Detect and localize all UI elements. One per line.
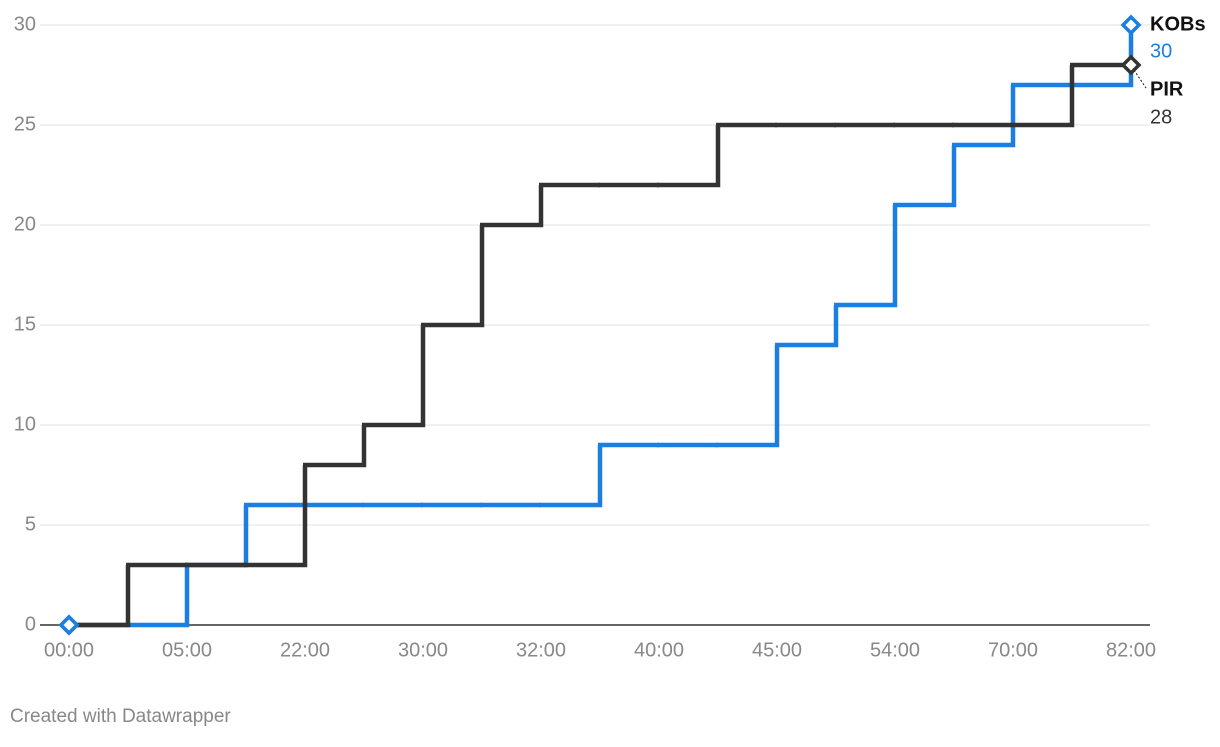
point-marker (1120, 14, 1142, 36)
y-tick-label: 25 (14, 113, 36, 135)
y-tick-label: 20 (14, 213, 36, 235)
value-label: 30 (1150, 40, 1172, 62)
x-tick-label: 54:00 (870, 639, 920, 661)
step-segment (834, 205, 898, 308)
step-segment (775, 305, 839, 348)
point-marker (58, 614, 80, 636)
x-tick-label: 30:00 (398, 639, 448, 661)
step-segment (1011, 65, 1075, 128)
step-segment (480, 185, 544, 228)
step-segment (716, 345, 780, 448)
x-tick-label: 05:00 (162, 639, 212, 661)
y-tick-label: 30 (14, 13, 36, 35)
step-segment (185, 505, 249, 568)
step-segment (362, 325, 426, 428)
y-tick-label: 5 (25, 513, 36, 535)
y-tick-label: 0 (25, 613, 36, 635)
footer: Created with Datawrapper (10, 706, 231, 727)
x-tick-label: 45:00 (752, 639, 802, 661)
step-segment (952, 85, 1016, 148)
step-segment (657, 125, 721, 188)
x-tick-label: 00:00 (44, 639, 94, 661)
label-connector (1133, 69, 1147, 89)
x-tick-label: 40:00 (634, 639, 684, 661)
legend-label: PIR (1150, 78, 1184, 100)
step-segment (539, 445, 603, 508)
value-label: 28 (1150, 106, 1172, 128)
x-tick-label: 22:00 (280, 639, 330, 661)
x-tick-label: 82:00 (1106, 639, 1156, 661)
y-tick-label: 15 (14, 313, 36, 335)
step-segment (303, 425, 367, 468)
step-segment (893, 145, 957, 208)
step-segment (421, 225, 485, 328)
step-segment (126, 565, 190, 628)
x-tick-label: 70:00 (988, 639, 1038, 661)
y-tick-label: 10 (14, 413, 36, 435)
step-segment (244, 465, 308, 568)
legend-label: KOBs (1150, 13, 1206, 35)
step-segment (1070, 25, 1134, 88)
point-marker (1120, 54, 1142, 76)
x-tick-label: 32:00 (516, 639, 566, 661)
step-segment (67, 565, 131, 628)
